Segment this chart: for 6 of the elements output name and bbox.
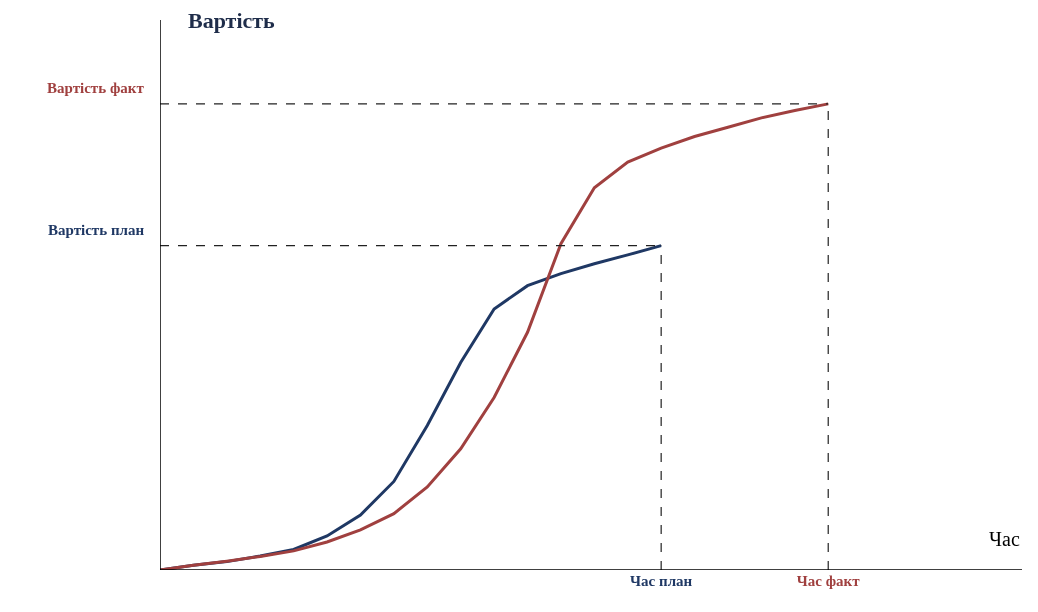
x-tick-label: Час план: [630, 573, 693, 589]
text: Час: [989, 528, 1020, 550]
x-tick-label: Час факт: [796, 573, 861, 589]
ref-line-label: Вартість факт: [47, 80, 145, 96]
y-axis-title: Вартість: [188, 8, 276, 33]
ref-line-label: Вартість план: [48, 222, 145, 238]
